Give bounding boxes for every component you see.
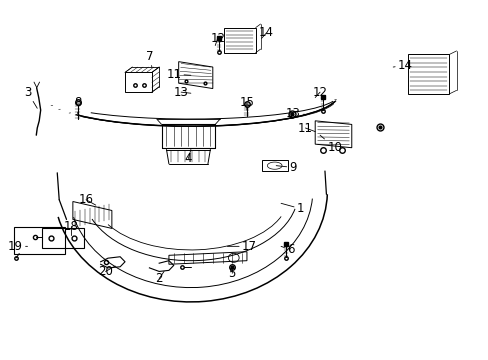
Text: 20: 20 xyxy=(98,265,115,278)
Text: 13: 13 xyxy=(285,107,305,120)
Text: 11: 11 xyxy=(166,68,190,81)
Text: 4: 4 xyxy=(184,149,192,165)
Text: 6: 6 xyxy=(281,243,294,256)
Text: 7: 7 xyxy=(145,50,153,67)
Text: 18: 18 xyxy=(64,220,79,235)
Text: 1: 1 xyxy=(281,202,304,215)
Text: 8: 8 xyxy=(74,96,81,114)
Text: 3: 3 xyxy=(24,86,37,108)
Text: 9: 9 xyxy=(276,161,296,174)
Text: 11: 11 xyxy=(297,122,315,135)
Text: 5: 5 xyxy=(228,267,236,280)
Text: 10: 10 xyxy=(320,135,342,154)
Text: 16: 16 xyxy=(79,193,96,206)
Text: 12: 12 xyxy=(210,32,224,45)
Text: 13: 13 xyxy=(173,86,190,99)
Text: 19: 19 xyxy=(8,240,27,253)
Text: 15: 15 xyxy=(239,96,254,110)
Text: 17: 17 xyxy=(227,240,256,253)
Text: 14: 14 xyxy=(259,27,273,40)
Text: 14: 14 xyxy=(392,59,412,72)
Text: 12: 12 xyxy=(312,86,327,99)
Text: 2: 2 xyxy=(155,271,163,285)
